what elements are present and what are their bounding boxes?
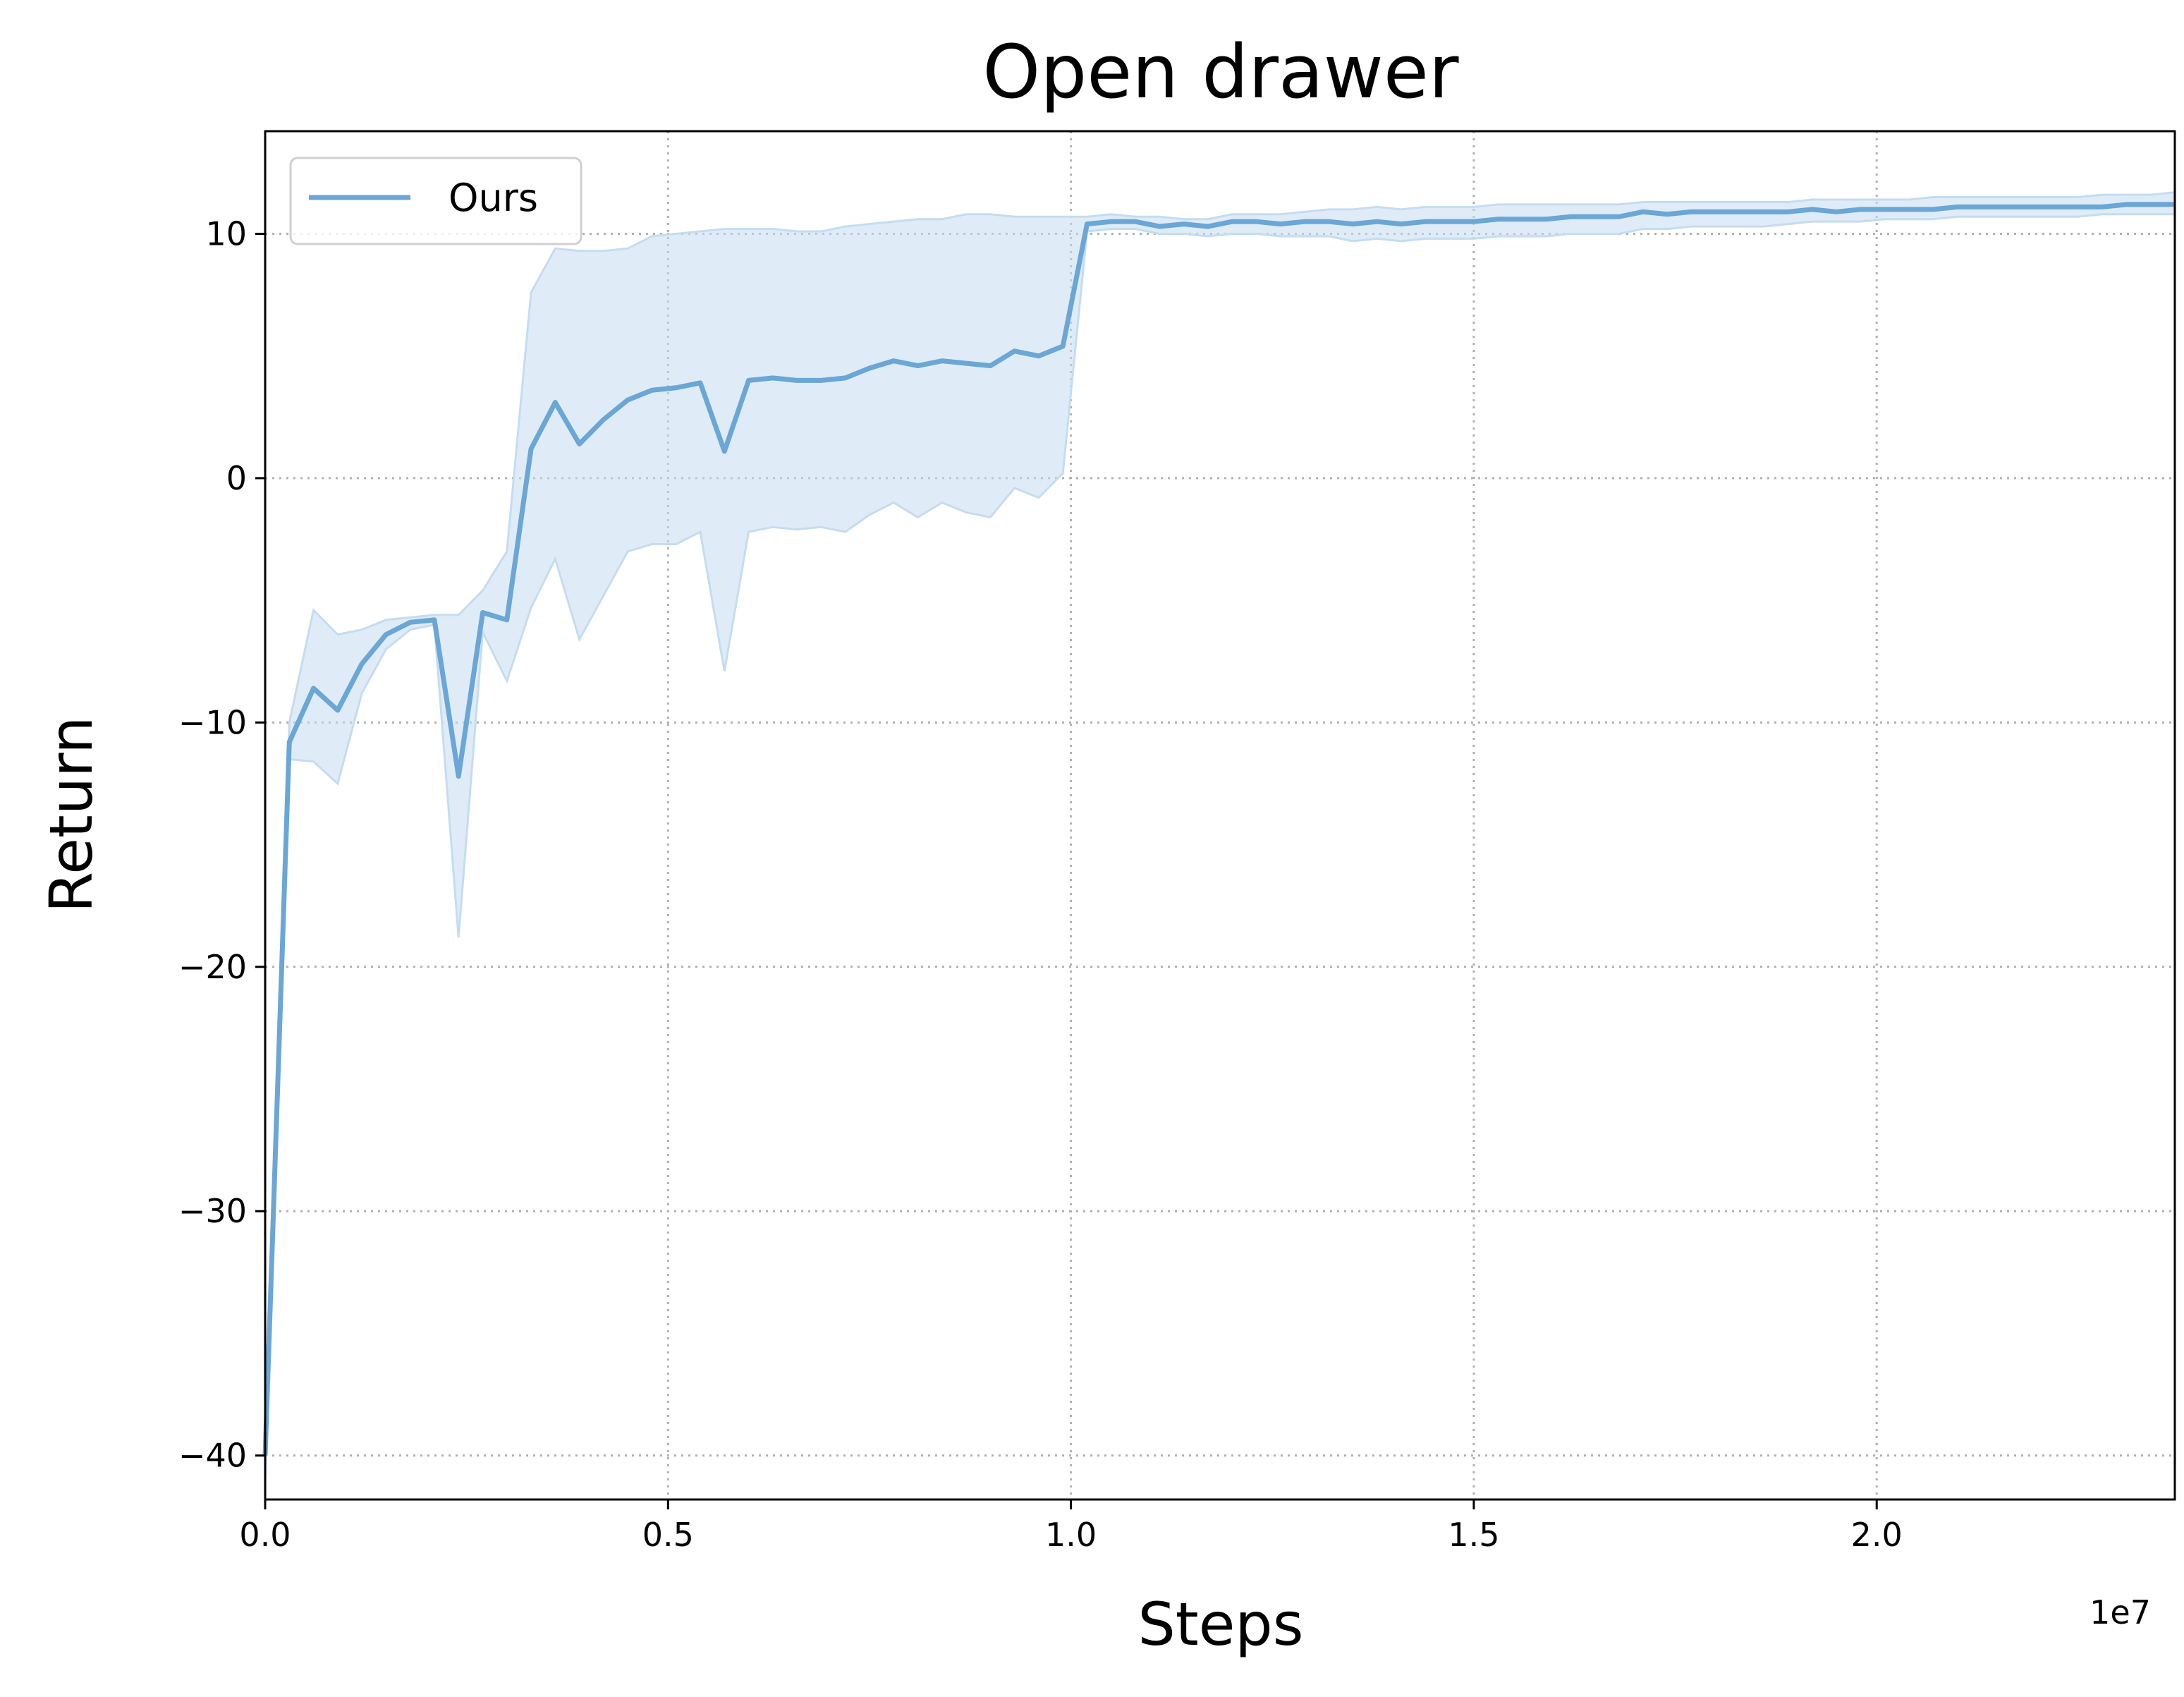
confidence-band-0 (264, 190, 2176, 1480)
legend[interactable]: Ours (289, 157, 582, 245)
x-axis-title: Steps (1137, 1590, 1303, 1659)
x-tick-label-1: 0.5 (642, 1516, 694, 1554)
y-tick-label-0: −40 (178, 1437, 247, 1475)
x-tick-label-2: 1.0 (1045, 1516, 1097, 1554)
y-tick-label-5: 10 (205, 215, 247, 253)
x-axis-offset-label: 1e7 (2090, 1593, 2151, 1631)
y-tick-label-2: −20 (178, 948, 247, 986)
series-line-0 (262, 202, 2175, 1456)
x-tick-label-0: 0.0 (239, 1516, 291, 1554)
y-axis-ticks: −40 −30 −20 −10 0 10 (178, 215, 265, 1475)
y-tick-label-1: −30 (178, 1192, 247, 1230)
x-tick-label-4: 2.0 (1851, 1516, 1903, 1554)
legend-box (289, 157, 582, 245)
x-axis-ticks: 0.0 0.5 1.0 1.5 2.0 (239, 1500, 1903, 1554)
chart-title: Open drawer (982, 29, 1458, 115)
y-tick-label-3: −10 (178, 703, 247, 741)
y-axis-title: Return (37, 717, 106, 913)
legend-label-ours: Ours (449, 176, 538, 220)
plot-frame (264, 130, 2176, 1501)
x-tick-label-3: 1.5 (1448, 1516, 1499, 1554)
confidence-bands (264, 190, 2176, 1480)
grid-lines (265, 131, 2175, 1500)
y-tick-label-4: 0 (226, 459, 247, 497)
series-lines (262, 202, 2175, 1456)
